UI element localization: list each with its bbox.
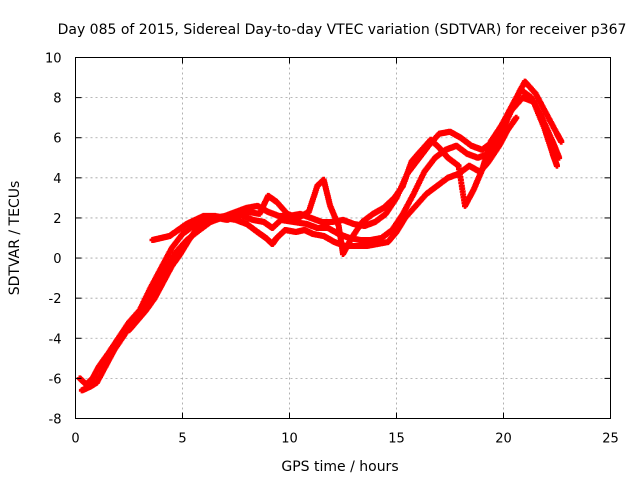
x-axis-label: GPS time / hours xyxy=(281,459,398,475)
y-tick-label: -2 xyxy=(49,292,62,307)
series-track-d xyxy=(126,94,560,334)
y-tick-label: -8 xyxy=(49,413,62,428)
x-tick-label: 15 xyxy=(388,432,405,447)
x-tick-label: 10 xyxy=(281,432,298,447)
x-tick-label: 20 xyxy=(495,432,512,447)
x-tick-label: 0 xyxy=(71,432,79,447)
tick-labels: 0 5 10 15 20 25 -8 -6 -4 -2 0 2 4 6 8 10 xyxy=(45,52,619,447)
y-tick-label: 10 xyxy=(45,52,62,67)
axis-ticks xyxy=(75,57,611,419)
y-tick-label: 8 xyxy=(53,92,61,107)
data-points xyxy=(76,78,565,394)
y-tick-label: -4 xyxy=(49,332,62,347)
chart-title: Day 085 of 2015, Sidereal Day-to-day VTE… xyxy=(58,22,627,38)
x-tick-label: 25 xyxy=(602,432,619,447)
plot-frame xyxy=(75,57,611,419)
y-tick-label: -6 xyxy=(49,372,62,387)
y-axis-label: SDTVAR / TECUs xyxy=(7,181,23,296)
data-markers xyxy=(126,94,560,334)
y-tick-label: 0 xyxy=(53,252,61,267)
y-tick-label: 6 xyxy=(53,132,61,147)
y-tick-label: 2 xyxy=(53,212,61,227)
y-tick-label: 4 xyxy=(53,172,61,187)
x-tick-label: 5 xyxy=(178,432,186,447)
